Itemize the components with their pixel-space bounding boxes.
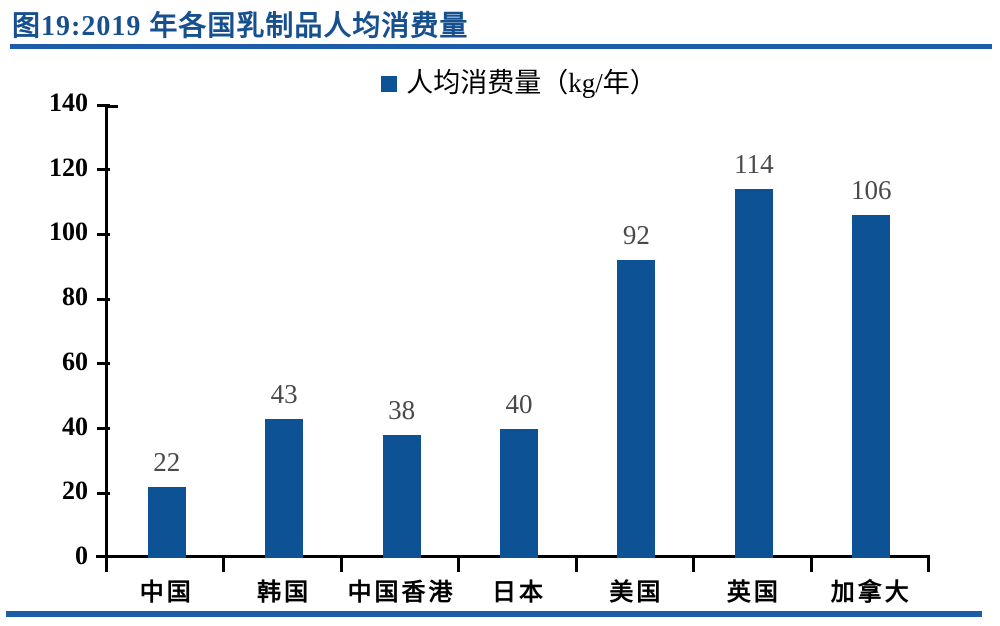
y-axis-tick-label: 20 xyxy=(62,476,88,506)
y-axis-top-cap xyxy=(108,105,118,108)
bar xyxy=(147,486,186,558)
x-tick xyxy=(809,555,813,572)
y-axis-tick-label: 80 xyxy=(62,282,88,312)
x-tick xyxy=(927,555,930,572)
x-category-label: 加拿大 xyxy=(830,580,912,606)
x-tick xyxy=(339,555,343,572)
bar-value-label: 106 xyxy=(851,175,892,205)
chart-legend: 人均消费量（kg/年） xyxy=(108,61,930,100)
x-category-label: 中国 xyxy=(139,580,194,606)
y-axis-tick-label: 40 xyxy=(62,411,88,441)
y-tick xyxy=(97,168,110,172)
y-tick xyxy=(97,103,110,107)
x-category-label: 中国香港 xyxy=(347,580,456,606)
x-category-label: 韩国 xyxy=(257,580,312,606)
y-axis-tick-label: 140 xyxy=(49,88,88,117)
x-tick xyxy=(457,555,461,572)
bar xyxy=(500,428,538,558)
y-tick xyxy=(97,427,110,431)
bar-value-label: 38 xyxy=(388,395,416,426)
y-axis-tick-label: 0 xyxy=(75,541,88,570)
x-tick xyxy=(574,555,578,572)
legend-swatch-icon xyxy=(381,76,398,92)
x-category-label: 英国 xyxy=(726,580,781,606)
legend-label: 人均消费量（kg/年） xyxy=(406,68,657,98)
y-axis-tick-label: 60 xyxy=(62,346,88,376)
bar xyxy=(734,189,773,558)
x-tick xyxy=(222,555,226,572)
bottom-rule xyxy=(6,611,982,617)
bar-value-label: 22 xyxy=(153,446,181,477)
y-axis-tick-label: 100 xyxy=(49,217,88,247)
y-tick xyxy=(97,491,110,495)
bar xyxy=(265,418,304,558)
x-tick xyxy=(692,555,696,572)
bar xyxy=(617,260,656,558)
x-category-label: 美国 xyxy=(609,580,664,606)
bar-value-label: 114 xyxy=(734,149,774,180)
y-axis-tick-label: 120 xyxy=(49,152,88,182)
bar xyxy=(852,215,891,558)
title-underline xyxy=(10,44,992,49)
y-axis xyxy=(105,105,108,572)
bar-value-label: 40 xyxy=(505,388,533,419)
y-tick xyxy=(97,232,110,236)
figure-title: 图19:2019 年各国乳制品人均消费量 xyxy=(12,11,469,42)
bar xyxy=(382,435,421,558)
bar-value-label: 92 xyxy=(622,220,650,251)
x-category-label: 日本 xyxy=(492,580,546,606)
bar-value-label: 43 xyxy=(270,378,298,409)
y-tick xyxy=(97,362,110,366)
y-tick xyxy=(97,297,110,301)
